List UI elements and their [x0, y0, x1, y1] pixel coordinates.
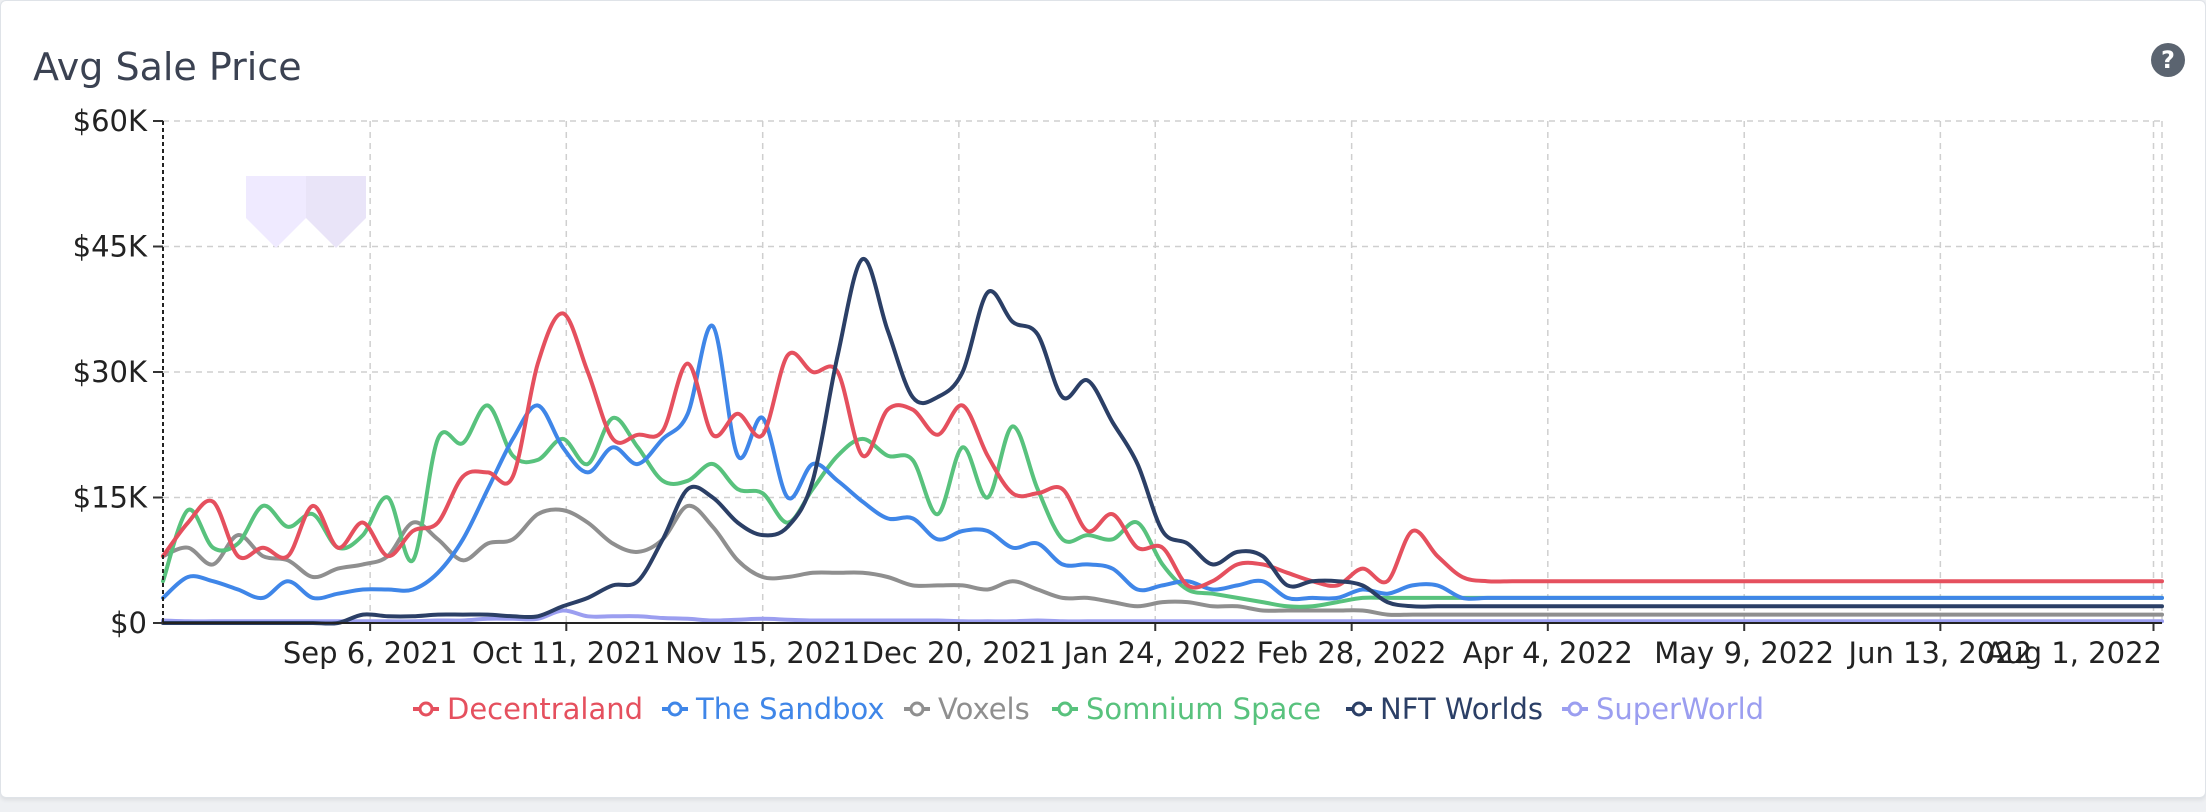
- legend-item-nft-worlds[interactable]: NFT Worlds: [1346, 692, 1543, 726]
- series-line-the-sandbox[interactable]: [161, 323, 2164, 602]
- legend: Decentraland The Sandbox Voxels Somnium Spa…: [413, 692, 1764, 726]
- legend-item-the-sandbox[interactable]: The Sandbox: [662, 692, 885, 726]
- grid: [163, 120, 2163, 623]
- series-line-decentraland[interactable]: [161, 311, 2164, 590]
- x-tick-label: Aug 1, 2022: [1985, 636, 2162, 670]
- x-tick-label: Jan 24, 2022: [1062, 636, 1247, 670]
- legend-label: Decentraland: [447, 692, 643, 726]
- x-tick-label: Nov 15, 2021: [665, 636, 860, 670]
- x-tick-label: Jun 13, 2022: [1847, 636, 2033, 670]
- legend-item-voxels[interactable]: Voxels: [904, 692, 1030, 726]
- x-tick-label: Sep 6, 2021: [283, 636, 458, 670]
- y-tick-label: $15K: [73, 481, 148, 515]
- y-tick-label: $30K: [73, 355, 148, 389]
- chart-title: Avg Sale Price: [33, 45, 302, 89]
- series-line-nft-worlds[interactable]: [161, 257, 2164, 626]
- legend-swatch-marker: [418, 701, 434, 717]
- legend-label: Voxels: [938, 692, 1030, 726]
- legend-swatch-marker: [1567, 701, 1583, 717]
- axes: $0 $15K $30K $45K $60K Sep 6, 2021 Oct 11, 202…: [73, 104, 2162, 670]
- legend-swatch-marker: [1351, 701, 1367, 717]
- legend-item-somnium-space[interactable]: Somnium Space: [1052, 692, 1321, 726]
- y-tick-label: $0: [110, 606, 147, 640]
- x-tick-label: May 9, 2022: [1654, 636, 1834, 670]
- legend-item-superworld[interactable]: SuperWorld: [1562, 692, 1764, 726]
- legend-swatch-marker: [1057, 701, 1073, 717]
- x-tick-label: Apr 4, 2022: [1463, 636, 1633, 670]
- y-tick-label: $45K: [73, 230, 148, 264]
- legend-swatch-marker: [667, 701, 683, 717]
- series-lines: [161, 257, 2164, 626]
- legend-item-decentraland[interactable]: Decentraland: [413, 692, 643, 726]
- x-tick-label: Oct 11, 2021: [472, 636, 661, 670]
- legend-swatch-marker: [909, 701, 925, 717]
- question-circle-icon[interactable]: ?: [2151, 43, 2185, 77]
- series-line-somnium-space[interactable]: [161, 403, 2164, 609]
- legend-label: NFT Worlds: [1380, 692, 1543, 726]
- series-line-voxels[interactable]: [161, 503, 2164, 617]
- x-tick-label: Dec 20, 2021: [862, 636, 1056, 670]
- brand-logo-icon: [246, 176, 366, 248]
- series-line-superworld[interactable]: [161, 608, 2164, 624]
- legend-label: SuperWorld: [1596, 692, 1764, 726]
- legend-label: The Sandbox: [695, 692, 885, 726]
- x-tick-label: Feb 28, 2022: [1257, 636, 1447, 670]
- legend-label: Somnium Space: [1086, 692, 1321, 726]
- y-tick-label: $60K: [73, 104, 148, 138]
